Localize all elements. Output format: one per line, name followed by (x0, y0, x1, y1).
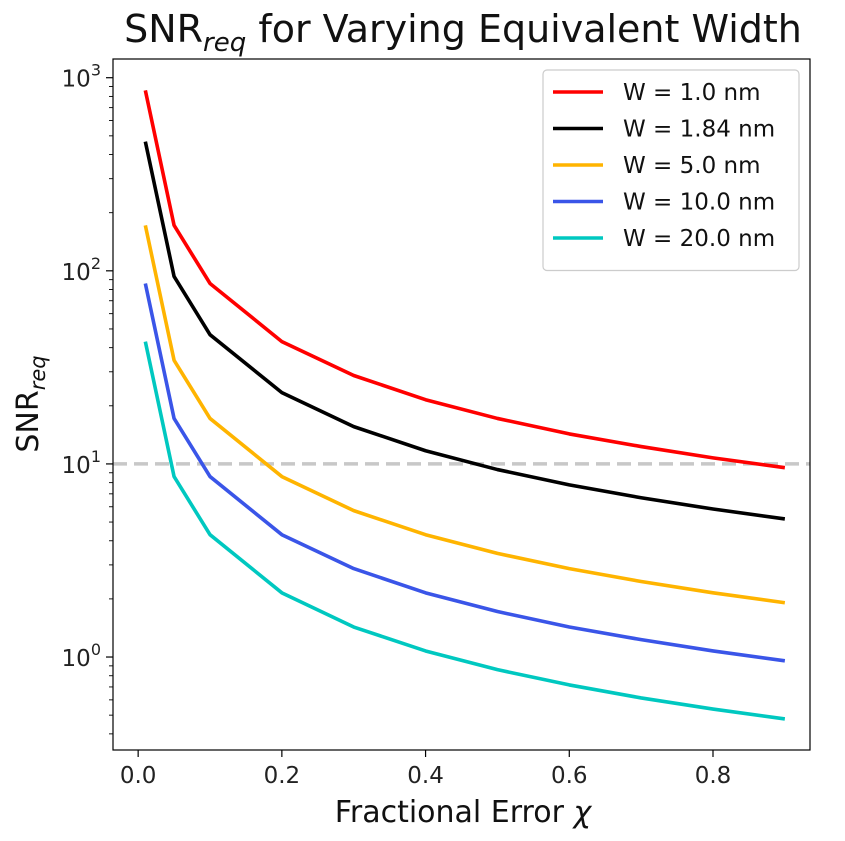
series-line-2 (143, 141, 786, 521)
title-sub: req (203, 28, 246, 58)
x-axis-title: Fractional Error χ (335, 795, 593, 830)
series-line-4 (143, 283, 786, 663)
title-base: SNR (124, 7, 203, 51)
x-tick-label: 0.0 (120, 763, 157, 789)
legend-label: W = 1.0 nm (623, 80, 761, 106)
legend-label: W = 1.84 nm (623, 117, 775, 143)
y-axis-title-base: SNR (11, 390, 46, 452)
ticks-layer: 0.0 0.2 0.4 0.6 0.8 100 101 102 103 (62, 61, 732, 789)
x-axis-title-symbol: χ (571, 795, 592, 830)
legend-label: W = 10.0 nm (623, 190, 775, 216)
series-layer (143, 89, 786, 721)
series-line-3 (143, 224, 786, 605)
legend: W = 1.0 nm W = 1.84 nm W = 5.0 nm W = 10.0 … (542, 69, 800, 272)
x-tick-label: 0.8 (695, 763, 732, 789)
series-line-5 (143, 341, 786, 721)
x-tick-label: 0.2 (264, 763, 301, 789)
y-tick-label: 103 (62, 61, 101, 93)
x-tick-label: 0.6 (551, 763, 588, 789)
y-tick-label: 101 (62, 447, 101, 479)
legend-box (542, 69, 800, 272)
legend-label: W = 5.0 nm (623, 153, 761, 179)
y-tick-label: 102 (62, 254, 101, 286)
x-tick-label: 0.4 (407, 763, 444, 789)
chart-title: SNRreq for Varying Equivalent Width (124, 7, 802, 58)
y-axis-title: SNRreq (11, 355, 50, 452)
y-axis-title-sub: req (26, 355, 50, 390)
title-rest: for Varying Equivalent Width (246, 7, 802, 51)
legend-label: W = 20.0 nm (623, 226, 775, 252)
series-line-1 (143, 89, 786, 470)
x-axis-title-text: Fractional Error (335, 795, 574, 830)
plot-frame (112, 58, 811, 751)
y-tick-label: 100 (62, 640, 101, 672)
